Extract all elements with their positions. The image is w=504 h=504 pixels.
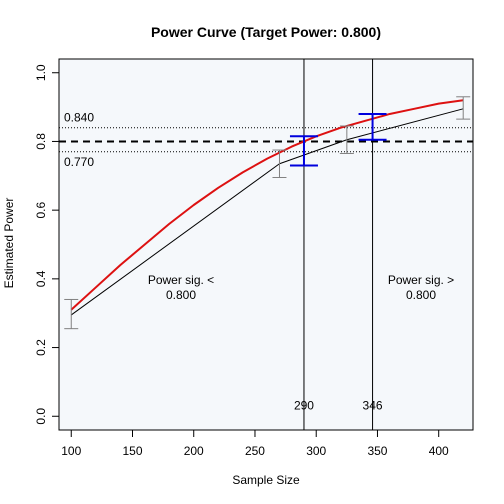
x-axis-label: Sample Size [232, 473, 300, 487]
y-tick-label: 0.0 [34, 408, 48, 425]
left-region-label: Power sig. < [148, 273, 214, 287]
right-region-label: Power sig. > [388, 273, 454, 287]
left-region-label: 0.800 [166, 288, 196, 302]
vertical-marker-label: 290 [294, 398, 314, 412]
y-axis: 0.0 0.2 0.4 0.6 0.8 1.0 [34, 64, 60, 425]
plot-area-background [59, 59, 473, 430]
observed-power-line [70, 108, 464, 316]
y-tick-label: 0.6 [34, 201, 48, 218]
vertical-marker-label: 346 [363, 398, 383, 412]
x-axis: 100 150 200 250 300 350 400 [61, 429, 449, 458]
x-tick-label: 100 [61, 444, 81, 458]
error-bars [64, 96, 471, 330]
x-tick-label: 400 [429, 444, 449, 458]
y-tick-label: 1.0 [34, 64, 48, 81]
y-tick-label: 0.4 [34, 270, 48, 287]
band-lower-label: 0.770 [64, 155, 94, 169]
y-tick-label: 0.8 [34, 133, 48, 150]
x-tick-label: 250 [245, 444, 265, 458]
chart-title: Power Curve (Target Power: 0.800) [151, 24, 381, 40]
tolerance-band-lines [59, 127, 473, 153]
y-tick-label: 0.2 [34, 339, 48, 356]
y-axis-label: Estimated Power [2, 198, 16, 289]
x-tick-label: 150 [122, 444, 142, 458]
x-tick-label: 300 [306, 444, 326, 458]
series-group [70, 99, 464, 316]
band-upper-label: 0.840 [64, 111, 94, 125]
x-tick-label: 200 [184, 444, 204, 458]
smoothed-power-curve [70, 99, 464, 311]
right-region-label: 0.800 [406, 288, 436, 302]
x-tick-label: 350 [367, 444, 387, 458]
